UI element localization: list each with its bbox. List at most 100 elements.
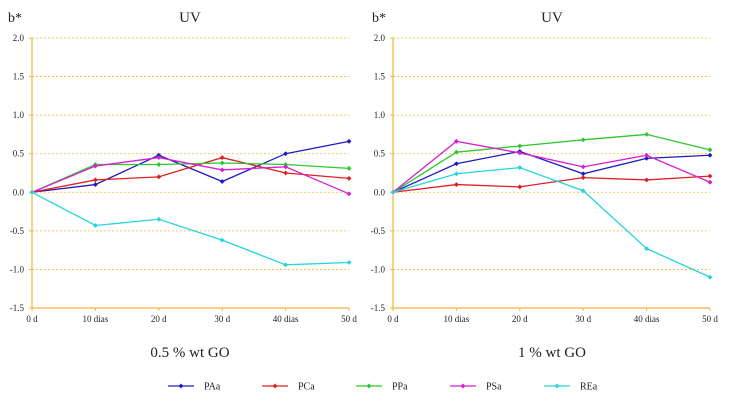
right-series-line-paa <box>392 150 711 193</box>
right-y-tick-label: 0.5 <box>374 149 386 159</box>
left-y-tick-label: 2.0 <box>13 33 25 43</box>
left-point-pca <box>219 155 225 161</box>
right-chart-panel: 2.0 1.5 1.0 0.5 0.0 -0.5 -1.0 -1.50 d 10 dias 20 … <box>371 33 719 324</box>
left-series-line-rea <box>31 191 350 266</box>
legend-label-rea: REa <box>580 382 598 393</box>
right-point-rea <box>390 189 396 195</box>
left-point-rea <box>156 216 162 222</box>
left-y-tick-label: -1.5 <box>10 303 25 313</box>
right-chart-title: UV <box>541 10 563 26</box>
right-point-rea <box>644 246 650 252</box>
left-point-psa <box>283 164 289 170</box>
right-point-ppa <box>707 147 713 153</box>
left-point-pca <box>283 170 289 176</box>
left-y-tick-label: 0.5 <box>13 149 25 159</box>
legend: PAa PCa PPa PSa REa <box>168 382 598 393</box>
legend-marker-paa <box>178 383 184 389</box>
left-point-paa <box>283 151 289 157</box>
left-point-psa <box>346 191 352 197</box>
right-point-psa <box>580 164 586 170</box>
right-point-rea <box>517 165 523 171</box>
right-x-tick-label: 40 dias <box>634 314 660 324</box>
left-point-psa <box>92 163 98 169</box>
right-point-paa <box>580 171 586 177</box>
left-point-pca <box>156 174 162 180</box>
right-y-label: b* <box>372 11 386 26</box>
left-x-tick-label: 40 dias <box>273 314 299 324</box>
left-chart-panel: 2.0 1.5 1.0 0.5 0.0 -0.5 -1.0 -1.50 d 10 dias 20 … <box>10 33 358 324</box>
left-chart-subtitle: 0.5 % wt GO <box>150 345 229 361</box>
right-y-tick-label: -1.0 <box>371 264 386 274</box>
legend-label-pca: PCa <box>298 382 315 393</box>
legend-label-ppa: PPa <box>392 382 408 393</box>
legend-marker-ppa <box>366 383 372 389</box>
right-point-pca <box>580 175 586 181</box>
right-x-tick-label: 10 dias <box>444 314 470 324</box>
left-point-pca <box>346 175 352 181</box>
left-point-ppa <box>219 160 225 166</box>
legend-marker-psa <box>460 383 466 389</box>
left-point-paa <box>346 138 352 144</box>
left-y-tick-label: -0.5 <box>10 226 25 236</box>
left-point-pca <box>92 177 98 183</box>
right-y-tick-label: 0.0 <box>374 187 386 197</box>
left-y-tick-label: 0.0 <box>13 187 25 197</box>
right-point-psa <box>644 152 650 158</box>
left-series-line-psa <box>31 156 350 195</box>
left-point-paa <box>92 182 98 188</box>
legend-label-psa: PSa <box>486 382 502 393</box>
right-x-tick-label: 20 d <box>512 314 528 324</box>
right-point-ppa <box>517 143 523 149</box>
legend-marker-pca <box>272 383 278 389</box>
right-point-rea <box>453 171 459 177</box>
right-y-tick-label: 2.0 <box>374 33 386 43</box>
right-y-tick-label: -0.5 <box>371 226 386 236</box>
left-series-line-pca <box>31 156 350 193</box>
left-point-ppa <box>156 161 162 168</box>
left-x-tick-label: 30 d <box>214 314 230 324</box>
right-point-psa <box>707 179 713 185</box>
left-point-ppa <box>346 165 352 171</box>
right-x-tick-label: 30 d <box>575 314 591 324</box>
right-point-ppa <box>453 149 459 155</box>
left-point-rea <box>219 237 225 243</box>
right-x-tick-label: 50 d <box>702 314 718 324</box>
right-point-psa <box>517 150 523 156</box>
left-point-rea <box>283 262 289 268</box>
left-point-rea <box>92 222 98 229</box>
right-point-pca <box>707 173 713 179</box>
right-point-rea <box>580 188 586 194</box>
right-series-line-rea <box>392 166 711 278</box>
right-series-line-ppa <box>392 133 711 193</box>
left-y-tick-label: -1.0 <box>10 264 25 274</box>
left-point-rea <box>346 259 352 266</box>
legend-label-paa: PAa <box>204 382 221 393</box>
right-x-tick-label: 0 d <box>387 314 399 324</box>
left-point-psa <box>156 155 162 161</box>
right-point-pca <box>453 182 459 188</box>
left-point-psa <box>219 167 225 173</box>
right-point-paa <box>453 161 459 167</box>
left-chart-title: UV <box>179 10 201 26</box>
right-y-tick-label: -1.5 <box>371 303 386 313</box>
legend-marker-rea <box>554 383 560 389</box>
right-y-tick-label: 1.0 <box>374 110 386 120</box>
left-x-tick-label: 10 dias <box>83 314 109 324</box>
left-y-tick-label: 1.5 <box>13 72 25 82</box>
right-point-rea <box>707 274 713 280</box>
right-y-tick-label: 1.5 <box>374 72 386 82</box>
left-point-paa <box>219 178 225 185</box>
right-point-pca <box>517 184 523 190</box>
left-x-tick-label: 50 d <box>341 314 357 324</box>
left-y-label: b* <box>8 11 22 26</box>
right-point-pca <box>644 177 650 183</box>
left-x-tick-label: 0 d <box>26 314 38 324</box>
right-series-line-pca <box>392 175 711 193</box>
right-point-ppa <box>644 131 650 137</box>
right-series-line-psa <box>392 140 711 193</box>
left-x-tick-label: 20 d <box>151 314 167 324</box>
left-series-line-paa <box>31 140 350 193</box>
left-y-tick-label: 1.0 <box>13 110 25 120</box>
